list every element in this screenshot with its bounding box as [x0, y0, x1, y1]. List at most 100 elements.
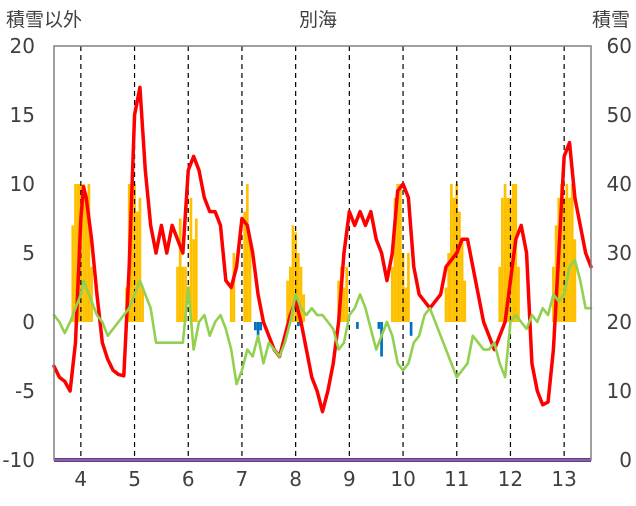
plot-frame	[53, 45, 592, 461]
blue-bar-5	[377, 322, 381, 329]
right-tick-label: 60	[607, 34, 632, 58]
snow-bar-28	[288, 266, 292, 322]
snow-bar-47	[450, 184, 453, 322]
left-axis-title: 積雪以外	[6, 9, 82, 31]
snow-bar-23	[232, 253, 236, 322]
red-series-line	[52, 85, 593, 414]
snow-bar-24	[243, 211, 246, 322]
right-tick-label: 10	[607, 379, 632, 403]
left-tick-label: 5	[22, 241, 35, 265]
right-tick-label: 50	[607, 103, 632, 127]
right-axis-title: 積雪	[592, 9, 630, 31]
blue-bar-4	[356, 322, 359, 329]
snow-bar-42	[401, 253, 405, 322]
snow-bar-43	[404, 287, 408, 322]
snow-bar-36	[342, 287, 346, 322]
chart-title: 別海	[299, 9, 337, 31]
left-tick-label: -5	[15, 379, 35, 403]
snow-bar-20	[192, 239, 195, 322]
left-tick-label: 0	[22, 310, 35, 334]
snow-bar-21	[194, 218, 198, 322]
x-tick-label: 7	[236, 467, 249, 491]
snow-bar-25	[245, 184, 249, 322]
snow-bar-65	[562, 197, 566, 322]
snow-bar-50	[458, 211, 461, 322]
left-tick-label: 15	[10, 103, 35, 127]
snow-bar-67	[568, 197, 571, 322]
snow-bar-60	[517, 266, 520, 322]
snow-bar-69	[573, 239, 577, 322]
snow-bar-7	[90, 266, 93, 322]
green-series-line	[52, 258, 593, 386]
snow-bar-38	[390, 266, 394, 322]
snow-bar-5	[84, 197, 88, 322]
blue-bar-7	[409, 322, 413, 336]
x-tick-label: 5	[128, 467, 141, 491]
snow-bar-52	[463, 280, 467, 322]
snow-bar-6	[87, 184, 91, 322]
snow-bar-40	[396, 184, 400, 322]
snow-bar-31	[296, 253, 300, 322]
blue-bar-1	[256, 322, 260, 336]
x-tick-label: 4	[74, 467, 87, 491]
snow-bar-57	[509, 197, 512, 322]
x-tick-label: 6	[182, 467, 195, 491]
snow-bar-16	[178, 218, 182, 322]
blue-bar-0	[254, 322, 257, 331]
blue-bar-2	[259, 322, 263, 331]
snow-bar-59	[514, 184, 518, 322]
right-tick-label: 40	[607, 172, 632, 196]
x-tick-label: 10	[390, 467, 415, 491]
snow-bar-54	[501, 197, 504, 322]
snow-bar-44	[407, 253, 410, 322]
right-tick-label: 30	[607, 241, 632, 265]
snow-bar-55	[503, 184, 507, 322]
snow-bar-30	[294, 232, 297, 322]
snow-bar-1	[74, 184, 77, 322]
x-tick-label: 12	[498, 467, 523, 491]
snow-bar-48	[452, 197, 456, 322]
snow-bar-29	[291, 225, 295, 322]
snow-bar-56	[506, 197, 510, 322]
right-tick-label: 0	[619, 448, 632, 472]
snow-bar-10	[130, 184, 134, 322]
snow-bar-37	[345, 266, 349, 322]
snow-bar-18	[184, 266, 187, 322]
snow-bar-51	[460, 239, 464, 322]
snow-bar-33	[302, 294, 306, 322]
snow-bar-45	[444, 287, 448, 322]
snow-bar-4	[82, 184, 85, 322]
snow-bar-0	[71, 225, 75, 322]
snow-bar-46	[447, 253, 451, 322]
snow-bar-17	[181, 266, 185, 322]
grid-layer	[80, 46, 565, 460]
snow-bar-26	[248, 239, 252, 322]
snow-bar-41	[399, 184, 402, 322]
left-tick-label: -10	[2, 448, 35, 472]
x-tick-label: 11	[444, 467, 469, 491]
snow-bar-53	[498, 266, 502, 322]
snow-bar-22	[229, 287, 233, 322]
right-tick-label: 20	[607, 310, 632, 334]
snow-bar-64	[560, 184, 563, 322]
left-tick-label: 10	[10, 172, 35, 196]
snow-bar-68	[570, 184, 574, 322]
blue-bar-3	[296, 322, 300, 327]
lines-layer	[52, 85, 593, 414]
snow-bar-27	[286, 280, 289, 322]
left-tick-label: 20	[10, 34, 35, 58]
snow-bar-13	[138, 197, 142, 322]
x-tick-label: 8	[289, 467, 302, 491]
snow-bar-14	[141, 287, 144, 322]
x-tick-label: 13	[551, 467, 576, 491]
snow-bar-39	[393, 197, 397, 322]
x-tick-label: 9	[343, 467, 356, 491]
snow-bar-32	[299, 266, 303, 322]
snow-bar-66	[565, 184, 569, 322]
snow-bar-15	[176, 266, 179, 322]
snow-bar-12	[135, 211, 139, 322]
snow-bar-19	[189, 197, 193, 322]
